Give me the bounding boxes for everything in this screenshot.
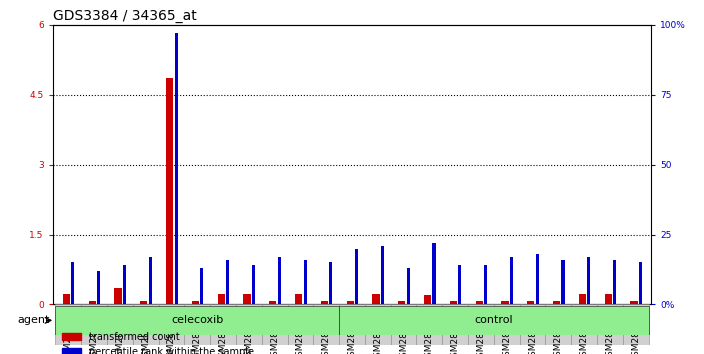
Bar (494, 304, 520, 345)
Bar (579, 294, 586, 304)
Bar (262, 304, 287, 345)
Bar (546, 304, 571, 345)
Text: GSM283130: GSM283130 (373, 308, 382, 354)
Bar (450, 301, 457, 304)
Bar (597, 304, 623, 345)
Bar (210, 304, 236, 345)
Bar (89, 301, 96, 304)
Text: GSM283145: GSM283145 (270, 308, 279, 354)
Bar (244, 294, 251, 304)
Bar (81, 304, 107, 345)
Text: GSM283141: GSM283141 (528, 308, 537, 354)
Bar (63, 294, 70, 304)
Text: GSM283143: GSM283143 (554, 308, 562, 354)
Bar (184, 304, 210, 345)
Text: celecoxib: celecoxib (171, 315, 223, 325)
Bar (372, 294, 379, 304)
Text: GSM283146: GSM283146 (605, 308, 615, 354)
Bar (321, 301, 328, 304)
Bar (236, 304, 262, 345)
Bar (329, 262, 332, 304)
Bar (398, 301, 406, 304)
Bar (56, 306, 339, 335)
Bar (277, 257, 281, 304)
Text: GSM283127: GSM283127 (64, 308, 73, 354)
Text: GSM283131: GSM283131 (399, 308, 408, 354)
Text: GSM283137: GSM283137 (451, 308, 460, 354)
Bar (149, 257, 152, 304)
Text: GSM283129: GSM283129 (89, 308, 99, 354)
Bar (417, 304, 442, 345)
Bar (442, 304, 468, 345)
Bar (339, 306, 648, 335)
Text: GSM283149: GSM283149 (631, 308, 640, 354)
Bar (346, 301, 354, 304)
Text: GSM283135: GSM283135 (167, 308, 176, 354)
Text: GSM283139: GSM283139 (477, 308, 486, 354)
Bar (295, 294, 302, 304)
Bar (158, 304, 184, 345)
Bar (71, 262, 75, 304)
Text: GSM283144: GSM283144 (579, 308, 589, 354)
Bar (391, 304, 417, 345)
Bar (458, 265, 461, 304)
Bar (191, 301, 199, 304)
Bar (536, 254, 539, 304)
Bar (613, 260, 616, 304)
Bar (407, 268, 410, 304)
Bar (115, 288, 122, 304)
Bar (313, 304, 339, 345)
Bar (571, 304, 597, 345)
Text: GSM283142: GSM283142 (244, 308, 253, 354)
Bar (226, 260, 230, 304)
Bar (175, 33, 177, 304)
Text: agent: agent (17, 315, 49, 325)
Bar (484, 265, 487, 304)
Bar (107, 304, 133, 345)
Bar (562, 260, 565, 304)
Bar (432, 243, 436, 304)
Bar (287, 304, 313, 345)
Bar (520, 304, 546, 345)
Text: GSM283138: GSM283138 (218, 308, 227, 354)
Bar (133, 304, 158, 345)
Bar (218, 294, 225, 304)
Bar (201, 268, 203, 304)
Bar (468, 304, 494, 345)
Text: GSM283148: GSM283148 (322, 308, 331, 354)
Bar (123, 265, 126, 304)
Bar (381, 246, 384, 304)
Bar (475, 301, 483, 304)
Bar (527, 301, 534, 304)
Bar (303, 260, 307, 304)
Legend: transformed count, percentile rank within the sample: transformed count, percentile rank withi… (58, 328, 258, 354)
Text: control: control (474, 315, 513, 325)
Text: GSM283134: GSM283134 (142, 308, 150, 354)
Text: GDS3384 / 34365_at: GDS3384 / 34365_at (53, 9, 196, 23)
Text: GSM283147: GSM283147 (296, 308, 305, 354)
Bar (56, 304, 81, 345)
Text: GSM283128: GSM283128 (348, 308, 356, 354)
Bar (166, 78, 173, 304)
Bar (424, 295, 431, 304)
Bar (510, 257, 513, 304)
Bar (553, 301, 560, 304)
Bar (605, 294, 612, 304)
Bar (623, 304, 648, 345)
Bar (97, 271, 100, 304)
Bar (630, 301, 638, 304)
Bar (140, 301, 147, 304)
Bar (365, 304, 391, 345)
Text: GSM283132: GSM283132 (115, 308, 125, 354)
Bar (339, 304, 365, 345)
Bar (501, 301, 508, 304)
Bar (355, 249, 358, 304)
Bar (587, 257, 591, 304)
Text: GSM283140: GSM283140 (502, 308, 511, 354)
Bar (639, 262, 642, 304)
Text: GSM283136: GSM283136 (193, 308, 202, 354)
Bar (269, 301, 277, 304)
Text: GSM283133: GSM283133 (425, 308, 434, 354)
Bar (252, 265, 255, 304)
